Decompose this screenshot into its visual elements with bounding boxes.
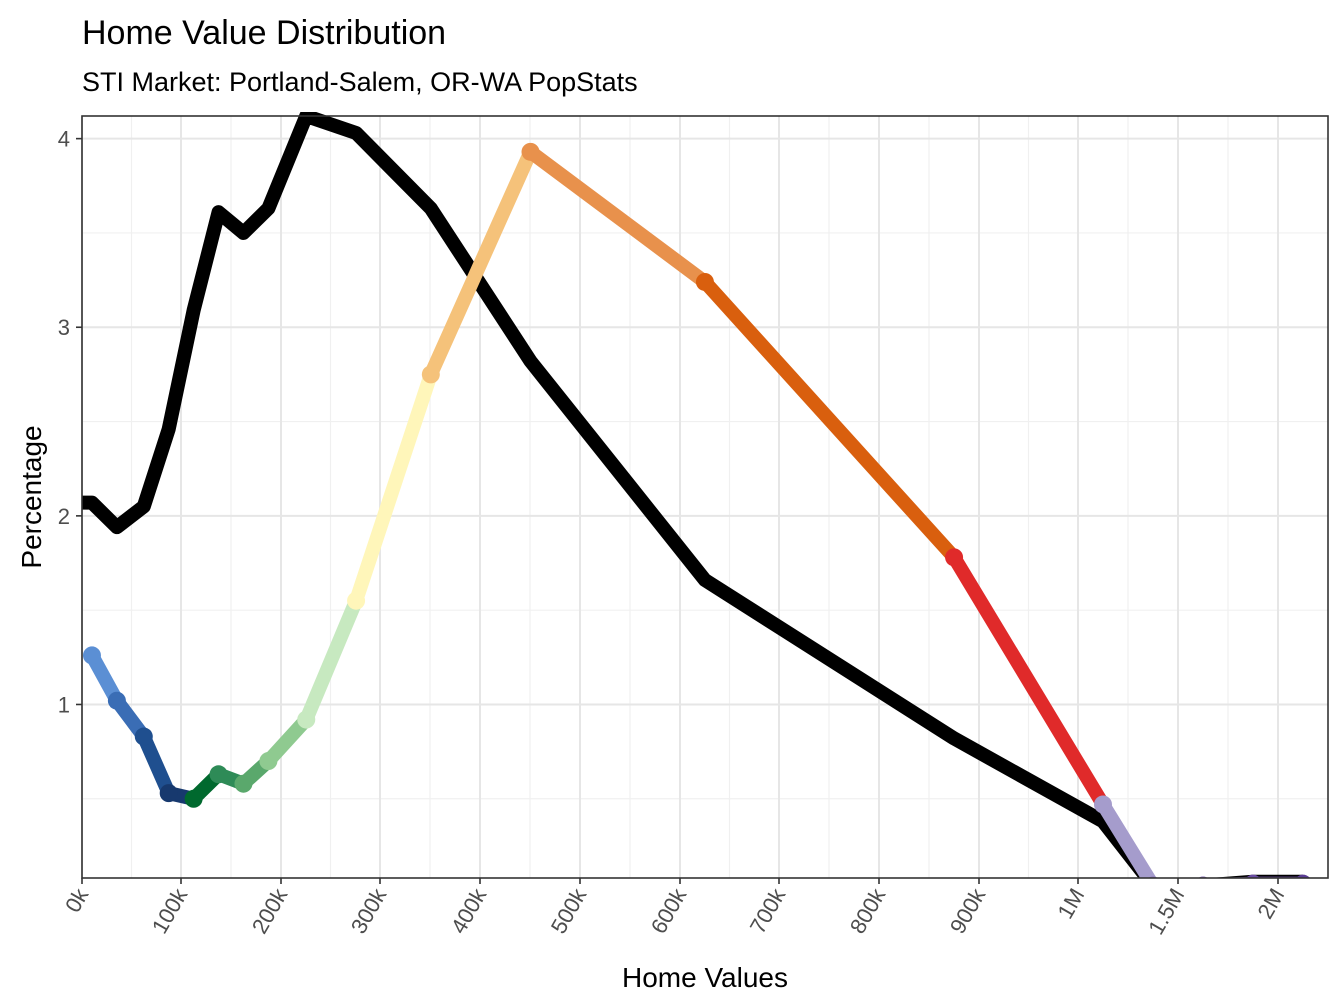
colored-line-point: [159, 784, 178, 803]
series-clip-group: [82, 112, 1310, 878]
x-tick-label: 300k: [346, 883, 392, 938]
x-tick-label: 600k: [646, 883, 692, 938]
x-tick-label: 100k: [147, 883, 193, 938]
y-axis: 1 2 3 4: [58, 127, 82, 717]
x-tick-label: 1.5M: [1143, 884, 1189, 939]
x-tick-label: 800k: [845, 883, 891, 938]
x-axis: 0k 100k 200k 300k 400k 500k 600k 700k 800k 900k 1M…: [60, 878, 1289, 939]
x-axis-title: Home Values: [622, 962, 788, 993]
colored-line-point: [1148, 876, 1158, 878]
y-axis-title: Percentage: [16, 425, 47, 568]
plot-panel-border: [81, 115, 1329, 879]
y-tick-label: 3: [58, 315, 70, 340]
colored-line-segment: [697, 274, 962, 565]
colored-line-point: [695, 272, 714, 291]
colored-line-point: [184, 789, 203, 808]
colored-line-segment: [1096, 797, 1157, 878]
colored-line-point: [521, 142, 540, 161]
colored-line-point: [1296, 874, 1310, 878]
chart-subtitle: STI Market: Portland-Salem, OR-WA PopSta…: [82, 67, 638, 97]
colored-line-segment: [136, 729, 176, 801]
colored-line-point: [209, 765, 228, 784]
x-tick-label: 0k: [60, 883, 94, 916]
colored-line-segment: [423, 144, 538, 382]
colored-line-segment: [349, 367, 438, 608]
chart-title: Home Value Distribution: [82, 14, 446, 52]
colored-line-point: [421, 365, 440, 384]
y-tick-label: 4: [58, 127, 70, 152]
plot-series: [82, 112, 1310, 878]
x-tick-label: 200k: [247, 883, 293, 938]
colored-line-point: [1246, 874, 1260, 878]
x-tick-label: 400k: [446, 883, 492, 938]
colored-line-segment: [1217, 876, 1258, 878]
colored-line-segment: [261, 712, 314, 769]
colored-line-point: [347, 591, 366, 610]
x-tick-label: 2M: [1252, 884, 1289, 923]
x-tick-label: 900k: [945, 883, 991, 938]
colored-line-point: [1094, 795, 1112, 814]
colored-line-point: [945, 548, 964, 567]
colored-line-point: [107, 691, 126, 710]
colored-line-point: [297, 710, 316, 729]
colored-line-segment: [299, 593, 364, 727]
colored-line-point: [259, 752, 278, 771]
y-tick-label: 1: [58, 692, 70, 717]
colored-line-segment: [947, 550, 1110, 812]
colored-line-point: [234, 774, 253, 793]
y-tick-label: 2: [58, 504, 70, 529]
x-tick-label: 700k: [745, 883, 791, 938]
colored-line-segment: [523, 144, 712, 289]
x-tick-label: 1M: [1052, 884, 1089, 923]
colored-line-point: [134, 727, 153, 746]
colored-line-point: [82, 646, 101, 665]
colored-line-point: [1198, 876, 1208, 878]
x-tick-label: 500k: [546, 883, 592, 938]
